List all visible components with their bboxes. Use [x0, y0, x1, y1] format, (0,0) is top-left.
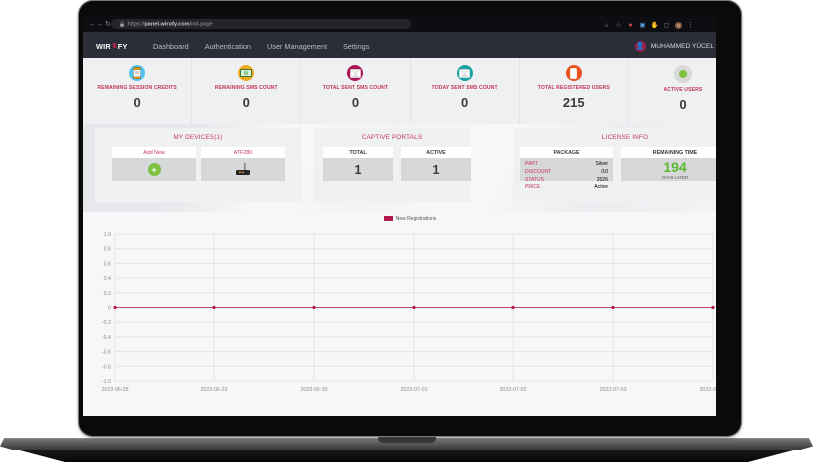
svg-text:0.2: 0.2: [104, 291, 111, 297]
svg-text:-0.4: -0.4: [102, 335, 111, 341]
svg-text:2023-06-30: 2023-06-30: [300, 387, 327, 393]
svg-text:0: 0: [108, 306, 111, 312]
svg-text:1.0: 1.0: [104, 232, 111, 238]
svg-text:2023-06-28: 2023-06-28: [101, 387, 128, 393]
svg-text:2023-07-01: 2023-07-01: [400, 387, 427, 393]
svg-text:2023-07-04: 2023-07-04: [699, 387, 716, 393]
svg-text:0.8: 0.8: [104, 247, 111, 253]
svg-text:0.4: 0.4: [104, 276, 111, 282]
svg-text:2023-06-29: 2023-06-29: [200, 387, 227, 393]
svg-text:-0.2: -0.2: [102, 320, 111, 326]
svg-text:2023-07-02: 2023-07-02: [499, 387, 526, 393]
svg-text:-1.0: -1.0: [102, 379, 111, 385]
svg-text:-0.6: -0.6: [102, 350, 111, 356]
svg-text:0.6: 0.6: [104, 261, 111, 267]
svg-text:2023-07-03: 2023-07-03: [599, 387, 626, 393]
svg-text:-0.8: -0.8: [102, 364, 111, 370]
